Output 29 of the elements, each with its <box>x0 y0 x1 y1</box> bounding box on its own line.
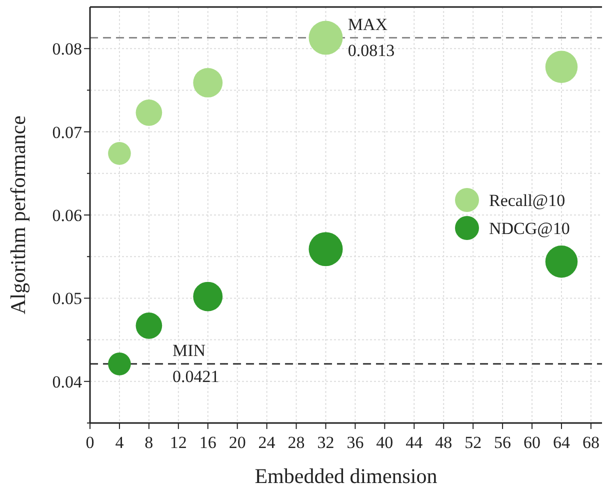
y-tick-label: 0.05 <box>52 289 82 308</box>
x-tick-label: 4 <box>115 433 124 452</box>
x-axis-title: Embedded dimension <box>254 464 438 488</box>
ref-line-label: MAX 0.0813 <box>348 14 395 60</box>
legend-label: Recall@10 <box>489 190 566 210</box>
x-tick-label: 20 <box>228 433 246 452</box>
x-tick-label: 56 <box>494 433 512 452</box>
x-tick-label: 28 <box>288 433 305 452</box>
x-tick-label: 64 <box>552 433 570 452</box>
y-tick-label: 0.06 <box>52 206 82 225</box>
x-tick-label: 36 <box>346 433 364 452</box>
x-tick-label: 8 <box>144 433 154 452</box>
y-tick-label: 0.08 <box>52 40 82 59</box>
x-tick-label: 44 <box>406 433 424 452</box>
y-axis-title: Algorithm performance <box>6 116 30 314</box>
x-tick-label: 24 <box>258 433 276 452</box>
x-tick-label: 40 <box>376 433 394 452</box>
x-tick-label: 16 <box>199 433 216 452</box>
x-tick-label: 68 <box>582 433 600 452</box>
x-tick-label: 48 <box>435 433 452 452</box>
x-tick-label: 60 <box>524 433 541 452</box>
ref-line-label: MIN 0.0421 <box>172 340 220 386</box>
y-tick-label: 0.07 <box>52 122 82 142</box>
x-tick-label: 0 <box>86 433 94 452</box>
x-tick-label: 12 <box>170 433 187 452</box>
y-tick-label: 0.04 <box>52 372 82 392</box>
x-tick-label: 52 <box>464 433 482 452</box>
legend-label: NDCG@10 <box>489 218 570 238</box>
x-tick-label: 32 <box>317 433 334 452</box>
